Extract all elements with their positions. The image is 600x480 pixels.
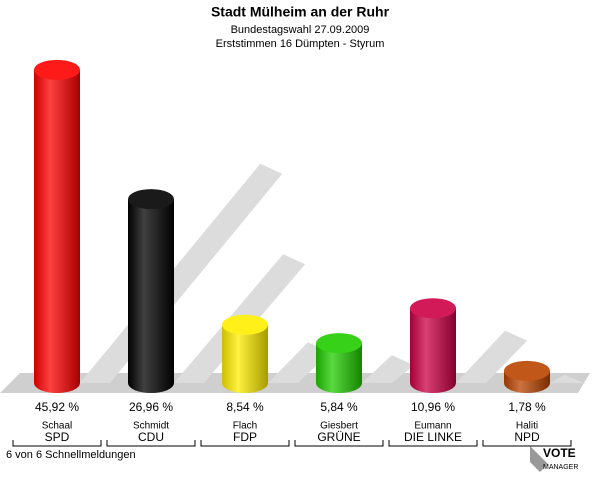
x-tick-label: NPD xyxy=(514,430,540,444)
candidate-label: Schaal xyxy=(42,421,73,432)
bar-shadow xyxy=(456,330,528,383)
bar-shadow xyxy=(550,374,587,385)
bar-shadow xyxy=(362,355,414,383)
candidate-label: Giesbert xyxy=(320,421,358,432)
bar-shadow xyxy=(268,342,331,383)
value-label: 26,96 % xyxy=(129,400,173,414)
bar xyxy=(222,324,268,393)
value-label: 45,92 % xyxy=(35,400,79,414)
chart-subtitle: Bundestagswahl 27.09.2009 xyxy=(231,24,370,36)
bar-top xyxy=(34,59,80,80)
logo: VOTE MANAGER xyxy=(530,446,578,472)
value-label: 1,78 % xyxy=(508,400,546,414)
chart-subtitle: Erststimmen 16 Dümpten - Styrum xyxy=(216,38,385,50)
bar-top xyxy=(128,189,174,210)
bar xyxy=(316,343,362,393)
candidate-label: Schmidt xyxy=(133,421,169,432)
x-tick-label: CDU xyxy=(138,430,164,444)
bar xyxy=(410,308,456,393)
x-tick-label: GRÜNE xyxy=(317,430,360,444)
bar xyxy=(128,199,174,393)
label-bracket xyxy=(388,440,478,447)
candidate-label: Haliti xyxy=(516,421,538,432)
x-tick-label: DIE LINKE xyxy=(404,430,462,444)
candidate-label: Eumann xyxy=(414,421,451,432)
logo-text: MANAGER xyxy=(543,464,578,471)
x-tick-label: SPD xyxy=(45,430,70,444)
bar-top xyxy=(410,298,456,319)
bar-top xyxy=(316,333,362,354)
bar xyxy=(34,69,80,394)
x-tick-label: FDP xyxy=(233,430,257,444)
chart-title: Stadt Mülheim an der Ruhr xyxy=(211,4,390,20)
value-label: 8,54 % xyxy=(226,400,264,414)
label-bracket xyxy=(200,440,290,447)
bar-top xyxy=(222,314,268,335)
value-label: 10,96 % xyxy=(411,400,455,414)
label-bracket xyxy=(12,440,102,447)
logo-text: VOTE xyxy=(543,446,576,460)
footer: 6 von 6 Schnellmeldungen xyxy=(6,449,136,461)
bar-top xyxy=(504,360,550,381)
candidate-label: Flach xyxy=(233,421,257,432)
label-bracket xyxy=(482,440,572,447)
value-label: 5,84 % xyxy=(320,400,358,414)
label-bracket xyxy=(106,440,196,447)
logo-icon xyxy=(530,446,548,472)
label-bracket xyxy=(294,440,384,447)
